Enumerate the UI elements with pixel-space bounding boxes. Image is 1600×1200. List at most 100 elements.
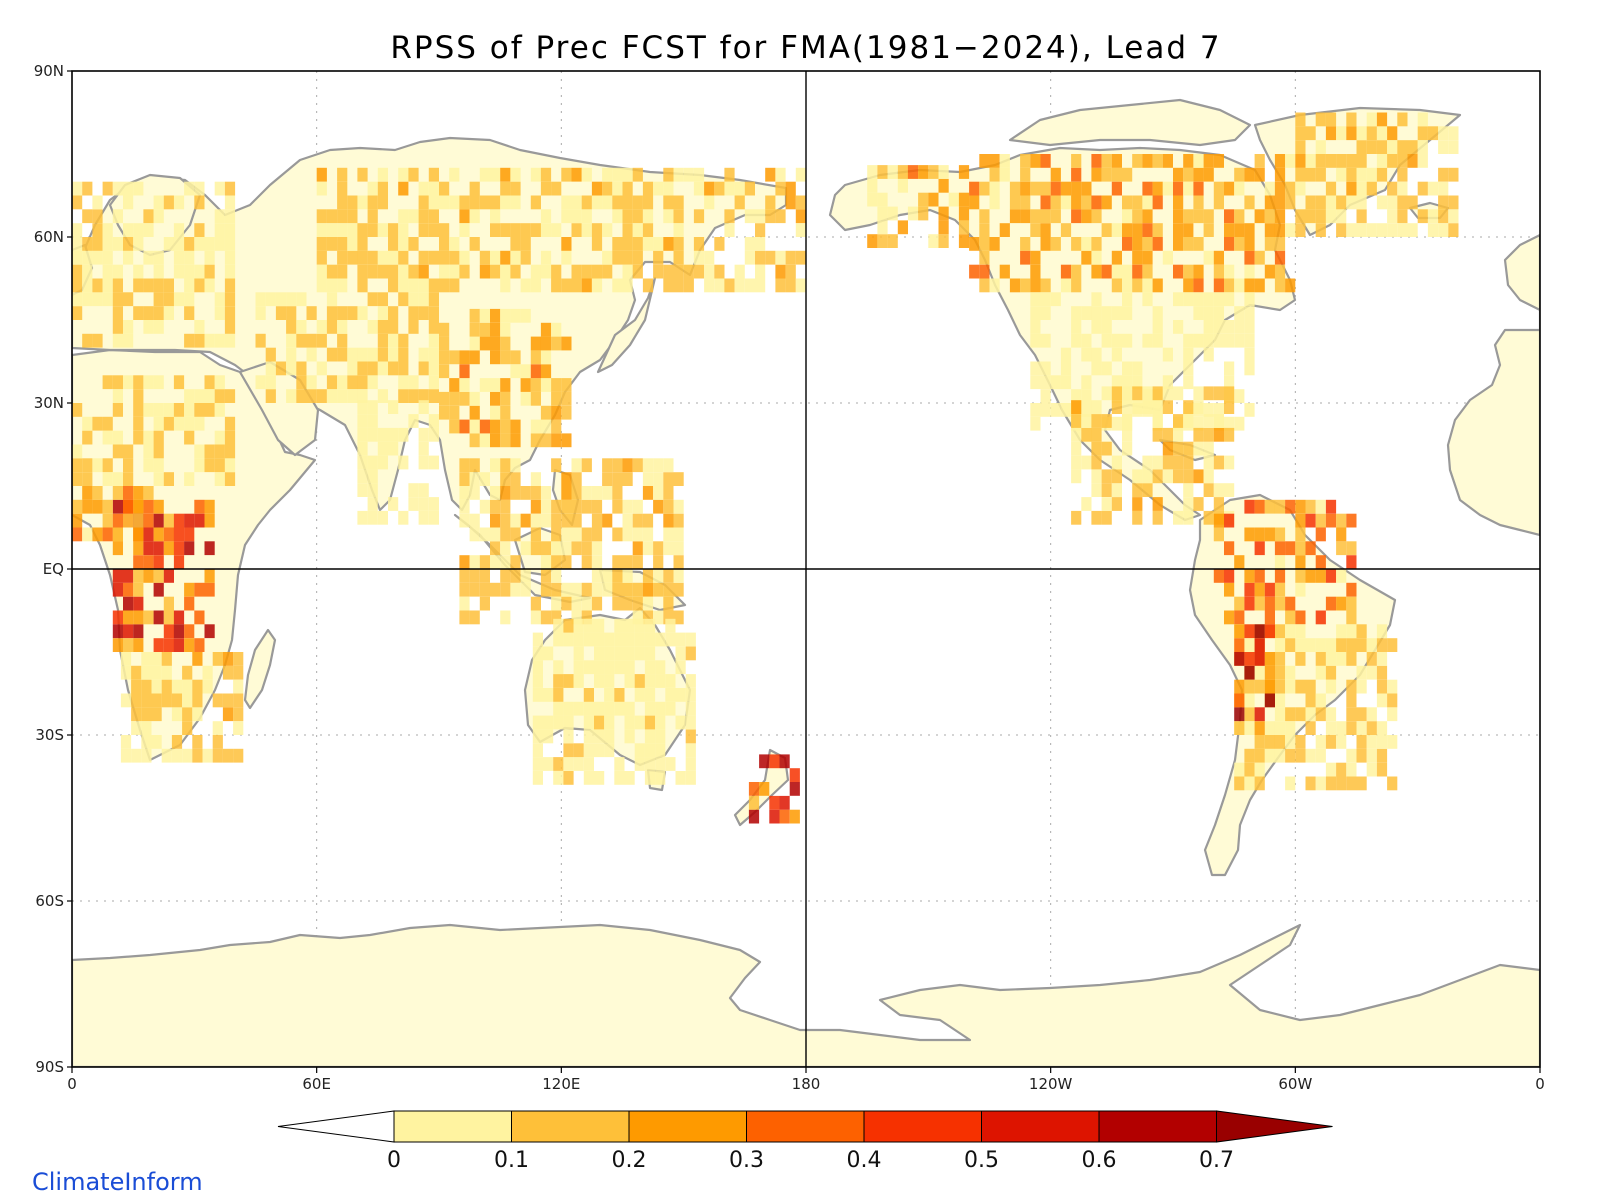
rpss-cell: [969, 181, 980, 196]
rpss-cell: [520, 237, 531, 251]
rpss-cell: [151, 665, 162, 680]
rpss-cell: [1254, 541, 1265, 556]
rpss-cell: [1132, 510, 1143, 525]
rpss-cell: [1346, 541, 1357, 556]
rpss-cell: [214, 389, 225, 403]
rpss-cell: [1244, 652, 1255, 666]
rpss-cell: [897, 165, 908, 179]
rpss-cell: [192, 652, 203, 666]
rpss-cell: [540, 364, 552, 379]
rpss-cell: [194, 458, 205, 473]
rpss-cell: [759, 782, 770, 796]
rpss-cell: [602, 458, 613, 473]
rpss-cell: [1213, 414, 1224, 428]
rpss-cell: [133, 486, 144, 500]
rpss-cell: [644, 660, 656, 675]
rpss-cell: [204, 389, 215, 403]
rpss-cell: [337, 320, 348, 334]
rpss-cell: [500, 278, 511, 293]
rpss-cell: [120, 652, 132, 666]
rpss-cell: [1101, 195, 1112, 210]
rpss-cell: [123, 486, 134, 500]
rpss-cell: [1060, 278, 1072, 293]
rpss-cell: [1285, 624, 1296, 639]
rpss-cell: [563, 771, 574, 785]
rpss-cell: [479, 322, 490, 337]
rpss-cell: [112, 513, 123, 528]
rpss-cell: [1376, 112, 1388, 127]
rpss-cell: [612, 555, 623, 569]
rpss-cell: [388, 497, 399, 511]
rpss-cell: [1050, 195, 1061, 210]
rpss-cell: [112, 582, 123, 597]
rpss-cell: [1101, 306, 1112, 320]
rpss-cell: [418, 209, 429, 224]
rpss-cell: [1305, 679, 1316, 694]
rpss-cell: [663, 167, 674, 182]
rpss-cell: [624, 674, 635, 688]
rpss-cell: [224, 250, 236, 265]
rpss-cell: [1071, 181, 1082, 196]
rpss-cell: [551, 610, 562, 625]
rpss-cell: [194, 333, 205, 348]
rpss-cell: [551, 264, 562, 279]
rpss-cell: [685, 729, 696, 744]
rpss-cell: [1356, 195, 1367, 210]
rpss-cell: [316, 167, 327, 182]
rpss-cell: [82, 209, 93, 224]
rpss-cell: [663, 541, 674, 556]
colorbar-label: 0.6: [1082, 1148, 1117, 1173]
rpss-cell: [551, 405, 562, 420]
rpss-cell: [92, 292, 103, 307]
rpss-cell: [622, 472, 633, 486]
rpss-cell: [82, 472, 93, 486]
rpss-cell: [583, 715, 594, 730]
rpss-cell: [1356, 665, 1367, 680]
rpss-cell: [1325, 735, 1337, 749]
rpss-cell: [1366, 638, 1377, 652]
rpss-cell: [1264, 596, 1275, 611]
rpss-cell: [490, 209, 501, 224]
rpss-cell: [428, 223, 439, 237]
rpss-cell: [655, 771, 666, 785]
rpss-cell: [1285, 181, 1296, 196]
rpss-cell: [510, 195, 521, 210]
rpss-cell: [500, 350, 511, 365]
rpss-cell: [581, 223, 592, 237]
rpss-cell: [82, 458, 93, 473]
rpss-cell: [265, 361, 276, 376]
rpss-cell: [1132, 264, 1143, 279]
rpss-cell: [1274, 735, 1286, 749]
rpss-cell: [153, 306, 164, 320]
rpss-cell: [1244, 250, 1255, 265]
rpss-cell: [632, 250, 643, 265]
rpss-cell: [459, 209, 470, 224]
rpss-cell: [173, 237, 185, 251]
rpss-cell: [1346, 167, 1357, 182]
rpss-cell: [1254, 278, 1265, 293]
rpss-cell: [602, 513, 613, 528]
rpss-cell: [1336, 541, 1347, 556]
rpss-cell: [622, 237, 633, 251]
rpss-cell: [1346, 596, 1357, 611]
rpss-cell: [1193, 209, 1204, 224]
rpss-cell: [530, 378, 541, 392]
rpss-cell: [644, 729, 656, 744]
rpss-cell: [1264, 237, 1275, 251]
rpss-cell: [418, 292, 429, 307]
rpss-cell: [602, 223, 613, 237]
rpss-cell: [1234, 389, 1245, 403]
rpss-cell: [418, 497, 429, 511]
rpss-cell: [1081, 209, 1092, 224]
rpss-cell: [428, 278, 439, 293]
rpss-cell: [357, 347, 368, 362]
rpss-cell: [642, 569, 654, 583]
rpss-cell: [571, 499, 582, 514]
rpss-cell: [561, 209, 572, 224]
rpss-cell: [1427, 209, 1439, 224]
rpss-cell: [377, 223, 388, 237]
rpss-cell: [755, 223, 766, 237]
rpss-cell: [581, 499, 592, 514]
rpss-cell: [163, 596, 174, 611]
rpss-cell: [573, 757, 584, 771]
